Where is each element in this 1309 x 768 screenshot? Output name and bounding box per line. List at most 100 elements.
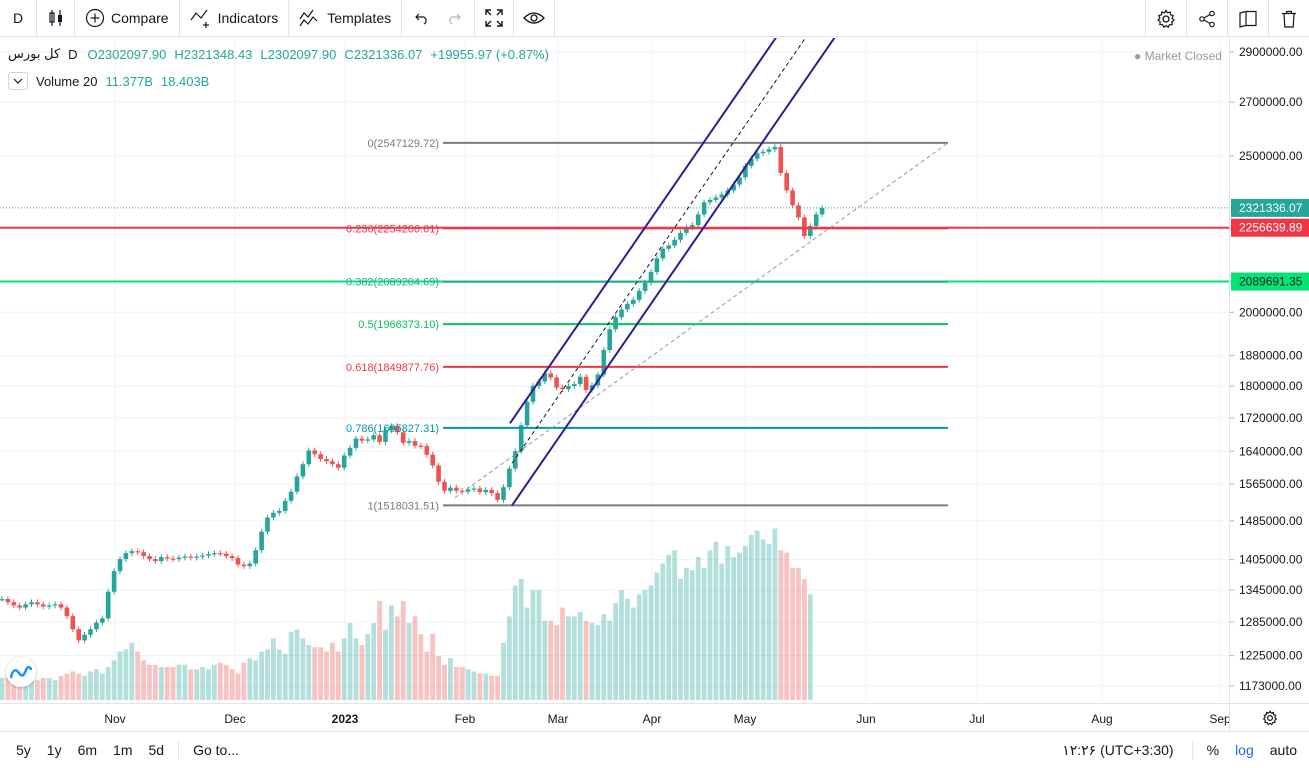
time-tick-label: Feb	[455, 712, 476, 726]
fullscreen-button[interactable]	[475, 0, 515, 37]
auto-toggle[interactable]: auto	[1269, 742, 1297, 758]
volume-bar	[784, 552, 790, 700]
price-tick-label: 1405000.00	[1239, 553, 1303, 567]
candle-body	[294, 476, 300, 492]
candle-body	[518, 425, 524, 452]
candle-body	[105, 591, 111, 619]
candle-body	[271, 512, 276, 518]
tradingview-logo[interactable]	[6, 657, 36, 687]
volume-bar	[448, 658, 453, 700]
volume-bar	[40, 678, 46, 700]
candle-body	[159, 557, 164, 562]
price-tick-label: 1225000.00	[1239, 649, 1303, 663]
time-tick-label: Nov	[104, 712, 125, 726]
volume-bar	[247, 658, 253, 700]
volume-bar	[524, 607, 530, 700]
snapshot-button[interactable]	[1227, 0, 1268, 37]
volume-bar	[483, 673, 489, 700]
price-chart[interactable]: 0(2547129.72) 0.236(2254266.61) 0.382(2089…	[0, 38, 1229, 703]
range-1y[interactable]: 1y	[46, 742, 62, 758]
redo-icon	[449, 13, 461, 25]
compare-label: Compare	[111, 10, 169, 26]
redo-button[interactable]	[438, 0, 476, 37]
axis-settings-button[interactable]	[1229, 703, 1309, 731]
candle-body	[448, 487, 453, 491]
volume-bar	[418, 634, 424, 700]
range-1m[interactable]: 1m	[113, 742, 133, 758]
candle-body	[383, 430, 388, 442]
log-toggle[interactable]: log	[1235, 742, 1254, 758]
volume-bar	[335, 651, 341, 700]
percent-toggle[interactable]: %	[1206, 742, 1220, 758]
settings-button[interactable]	[1145, 0, 1186, 37]
volume-bar	[554, 625, 559, 700]
candle-body	[259, 531, 264, 551]
volume-bar	[684, 568, 689, 700]
candle-body	[247, 563, 253, 567]
compare-button[interactable]: Compare	[75, 0, 180, 37]
templates-button[interactable]: Templates	[289, 0, 403, 37]
volume-bar	[660, 563, 666, 700]
candle-body	[253, 550, 258, 564]
chart-pane[interactable]: 0(2547129.72) 0.236(2254266.61) 0.382(2089…	[0, 38, 1229, 703]
chart-type-button[interactable]	[37, 0, 75, 37]
volume-bar	[571, 616, 577, 700]
timezone-button[interactable]: ۱۲:۲۶ (UTC+3:30)	[1062, 741, 1174, 758]
volume-label: Volume 20	[36, 73, 98, 89]
share-button[interactable]	[1186, 0, 1227, 37]
volume-bar	[117, 651, 123, 700]
candle-body	[813, 214, 819, 227]
price-tick-label: 1565000.00	[1239, 477, 1303, 491]
volume-bar	[689, 570, 695, 700]
candle-body	[129, 551, 135, 554]
volume-bar	[282, 653, 288, 700]
candle-body	[619, 309, 624, 318]
volume-bar	[442, 664, 447, 700]
goto-button[interactable]: Go to...	[193, 742, 239, 758]
candle-body	[46, 605, 52, 607]
symbol-button[interactable]: D	[0, 0, 37, 37]
candle-body	[666, 245, 671, 249]
price-tick-label: 1720000.00	[1239, 411, 1303, 425]
volume-bar	[731, 557, 736, 700]
volume-bar	[170, 667, 176, 700]
volume-bar	[188, 669, 194, 700]
volume-bar	[542, 620, 548, 700]
volume-bar	[512, 585, 518, 700]
candle-body	[153, 559, 158, 562]
volume-bar	[796, 568, 801, 700]
volume-bar	[253, 660, 259, 700]
candle-body	[23, 604, 28, 608]
volume-bar	[46, 678, 52, 700]
candle-body	[336, 464, 341, 468]
candle-body	[282, 500, 288, 511]
price-axis[interactable]: 2900000.00 2700000.00 2500000.00 2000000.00…	[1229, 38, 1309, 703]
candle-body	[489, 489, 494, 494]
candle-body	[111, 571, 117, 592]
candle-body	[766, 149, 772, 152]
range-6m[interactable]: 6m	[77, 742, 98, 758]
candle-body	[70, 616, 76, 630]
range-5d[interactable]: 5d	[148, 742, 165, 758]
volume-bar	[743, 546, 748, 700]
parallel-channel	[509, 38, 836, 506]
delete-button[interactable]	[1268, 0, 1309, 37]
divider	[1191, 741, 1193, 759]
fullscreen-icon	[485, 9, 503, 27]
undo-button[interactable]	[402, 0, 438, 37]
candle-body	[52, 604, 58, 606]
range-5y[interactable]: 5y	[16, 742, 31, 758]
volume-bar	[548, 620, 554, 700]
candle-body	[577, 376, 583, 385]
volume-bar	[471, 671, 477, 700]
collapse-legend-button[interactable]	[8, 72, 28, 90]
indicators-button[interactable]: Indicators	[180, 0, 290, 37]
channel-lower-line	[511, 38, 836, 506]
volume-bar	[318, 647, 323, 700]
visibility-button[interactable]	[514, 0, 556, 37]
volume-bar	[88, 671, 93, 700]
time-axis[interactable]: Nov Dec 2023 Feb Mar Apr May Jun Jul Aug Sep	[0, 703, 1231, 731]
candle-body	[601, 350, 607, 375]
volume-bar	[23, 680, 28, 700]
volume-bar	[666, 554, 672, 700]
